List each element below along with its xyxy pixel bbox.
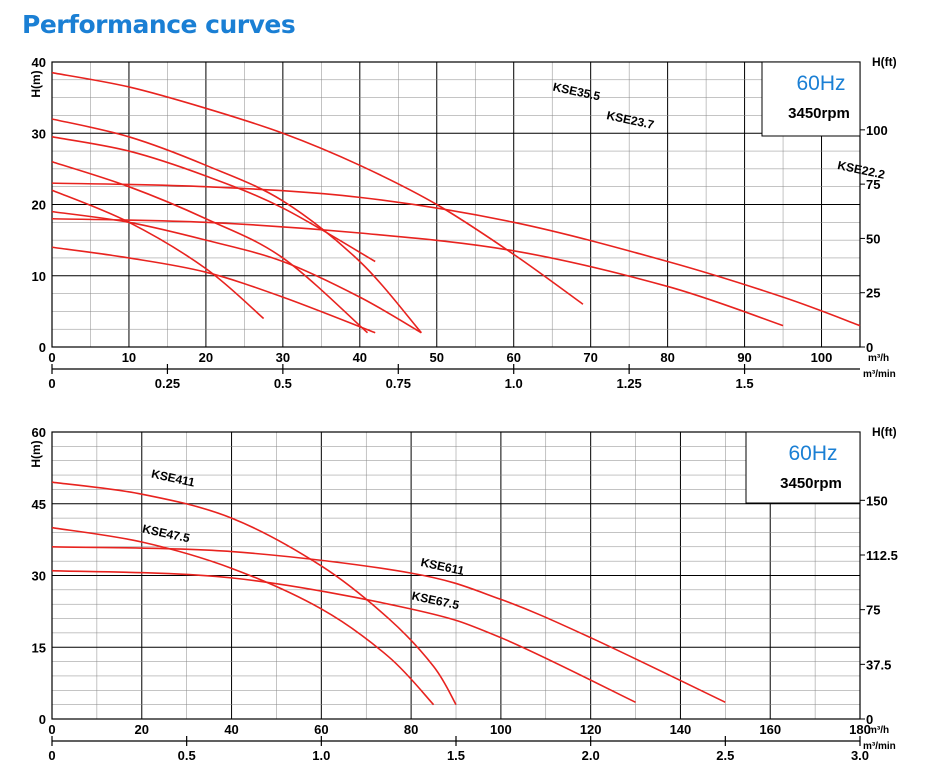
y2-tick-label: 0 bbox=[866, 340, 873, 355]
frequency-label: 60Hz bbox=[788, 442, 837, 465]
x-tick-label: 90 bbox=[737, 350, 751, 365]
curve-KSE31.5 bbox=[51, 246, 376, 334]
x2-axis-unit: m³/min bbox=[863, 741, 896, 752]
x-tick-label: 60 bbox=[506, 350, 520, 365]
y2-tick-label: 75 bbox=[866, 177, 880, 192]
chart-2: 0 15 30 45 60 0 37.5 75 112.5 150 H(m) H(ft) 0 20 40 60… bbox=[29, 425, 898, 763]
curve-label: KSE35.5 bbox=[552, 80, 602, 104]
x-tick-label: 140 bbox=[670, 722, 692, 737]
y-tick-label: 0 bbox=[39, 712, 46, 727]
y-tick-label: 30 bbox=[32, 569, 46, 584]
x2-tick-label: 1.5 bbox=[447, 748, 465, 763]
plot-frame bbox=[51, 431, 861, 720]
x2-tick-label: 0.5 bbox=[178, 748, 196, 763]
y-tick-label: 30 bbox=[32, 126, 46, 141]
x-axis-unit-h: m³/h bbox=[868, 353, 889, 364]
y2-tick-label: 100 bbox=[866, 123, 888, 138]
x-tick-label: 60 bbox=[314, 722, 328, 737]
x-tick-label: 100 bbox=[811, 350, 833, 365]
y-tick-label: 40 bbox=[32, 55, 46, 70]
x2-axis-unit: m³/min bbox=[863, 369, 896, 380]
curve-KSE47.5 bbox=[51, 526, 435, 706]
x-tick-label: 120 bbox=[580, 722, 602, 737]
y2-tick-label: 25 bbox=[866, 286, 880, 301]
x2-tick-label: 0.5 bbox=[274, 376, 292, 391]
page-title: Performance curves bbox=[22, 10, 296, 39]
y2-tick-label: 37.5 bbox=[866, 657, 891, 672]
x-tick-label: 0 bbox=[48, 722, 55, 737]
y2-tick-label: 112.5 bbox=[866, 548, 898, 563]
x-tick-label: 30 bbox=[276, 350, 290, 365]
speed-label: 3450rpm bbox=[780, 475, 842, 492]
frequency-label: 60Hz bbox=[796, 72, 845, 95]
x-tick-label: 100 bbox=[490, 722, 512, 737]
y-tick-label: 60 bbox=[32, 425, 46, 440]
x-tick-label: 80 bbox=[660, 350, 674, 365]
x-tick-label: 20 bbox=[199, 350, 213, 365]
x2-tick-label: 2.0 bbox=[582, 748, 600, 763]
curve-KSE611 bbox=[51, 546, 726, 703]
y-tick-label: 0 bbox=[39, 340, 46, 355]
curve-KSE35.5 bbox=[51, 71, 584, 305]
x-tick-label: 70 bbox=[583, 350, 597, 365]
curve-label: KSE23.7 bbox=[605, 108, 655, 132]
x2-tick-label: 1.5 bbox=[736, 376, 754, 391]
y-tick-label: 20 bbox=[32, 198, 46, 213]
x2-tick-label: 1.25 bbox=[616, 376, 641, 391]
y2-axis-title: H(ft) bbox=[872, 425, 897, 439]
y-axis-title: H(m) bbox=[29, 70, 43, 97]
curve-KSE67.5 bbox=[51, 569, 636, 703]
y2-axis-title: H(ft) bbox=[872, 55, 897, 69]
curve-KSE21.5 bbox=[51, 189, 265, 320]
curve-label: KSE411 bbox=[150, 467, 196, 490]
x2-tick-label: 0.75 bbox=[386, 376, 411, 391]
curve-KSE32.2 bbox=[51, 210, 422, 334]
x2-tick-label: 0.25 bbox=[155, 376, 180, 391]
curve-KSE45.5 bbox=[51, 182, 861, 327]
x-tick-label: 20 bbox=[135, 722, 149, 737]
x-tick-label: 160 bbox=[759, 722, 781, 737]
x-tick-label: 0 bbox=[48, 350, 55, 365]
x-tick-label: 50 bbox=[430, 350, 444, 365]
curve-KSE411 bbox=[51, 481, 457, 706]
y-tick-label: 10 bbox=[32, 269, 46, 284]
curve-KSE43.7 bbox=[51, 217, 784, 327]
curve-label: KSE22.2 bbox=[836, 158, 886, 182]
curve-KSE23.7 bbox=[51, 118, 422, 334]
x-tick-label: 40 bbox=[224, 722, 238, 737]
y2-tick-label: 0 bbox=[866, 712, 873, 727]
y-tick-label: 45 bbox=[32, 497, 46, 512]
curve-label: KSE47.5 bbox=[141, 522, 191, 546]
y-axis-title: H(m) bbox=[29, 440, 43, 467]
y2-tick-label: 150 bbox=[866, 493, 888, 508]
x2-tick-label: 1.0 bbox=[505, 376, 523, 391]
y-tick-label: 15 bbox=[32, 640, 46, 655]
x-axis-unit-h: m³/h bbox=[868, 725, 889, 736]
curve-label: KSE611 bbox=[419, 555, 465, 578]
curve-label: KSE67.5 bbox=[410, 589, 460, 613]
x-tick-label: 180 bbox=[849, 722, 871, 737]
legend-box bbox=[745, 431, 861, 504]
x2-tick-label: 1.0 bbox=[312, 748, 330, 763]
x2-tick-label: 2.5 bbox=[716, 748, 734, 763]
x2-tick-label: 0 bbox=[48, 376, 55, 391]
curve-KSE22.2 bbox=[51, 160, 369, 334]
chart-1: 0 10 20 30 40 0 25 50 75 100 H(m) H(ft) 0 10 20 30 40 50 6… bbox=[29, 55, 897, 391]
legend-box bbox=[761, 61, 861, 137]
speed-label: 3450rpm bbox=[788, 105, 850, 122]
x-tick-label: 10 bbox=[122, 350, 136, 365]
x-tick-label: 40 bbox=[353, 350, 367, 365]
x2-tick-label: 0 bbox=[48, 748, 55, 763]
plot-frame bbox=[51, 61, 861, 348]
x2-tick-label: 3.0 bbox=[851, 748, 869, 763]
y2-tick-label: 50 bbox=[866, 231, 880, 246]
y2-tick-label: 75 bbox=[866, 603, 880, 618]
x-tick-label: 80 bbox=[404, 722, 418, 737]
